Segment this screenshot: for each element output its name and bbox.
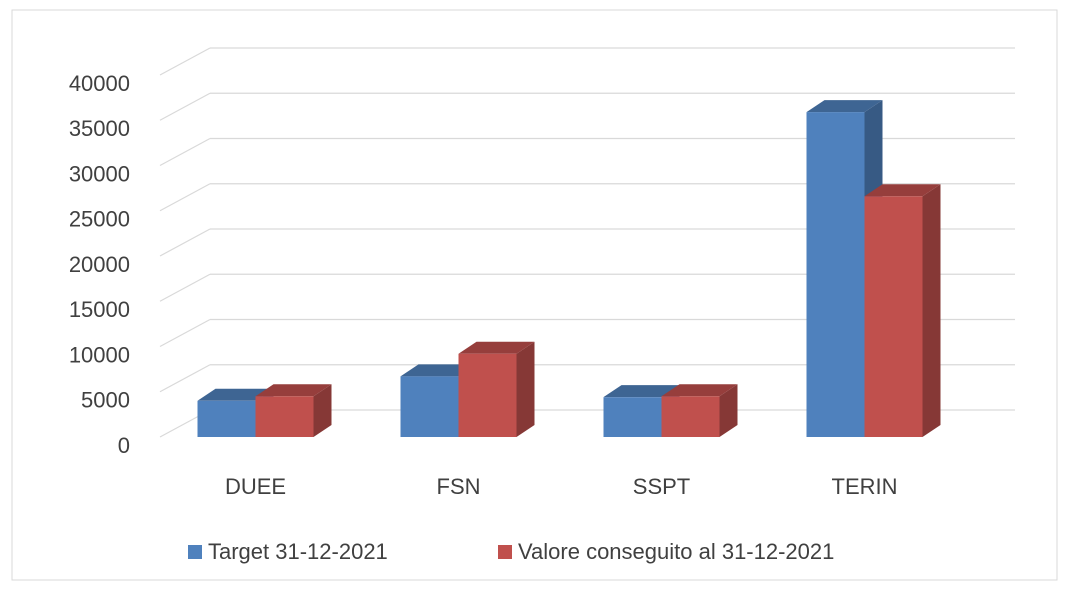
bar-top	[603, 385, 680, 398]
bar	[400, 376, 459, 437]
bar-side	[719, 384, 738, 437]
x-tick-label: FSN	[437, 474, 481, 499]
bar-top	[864, 184, 941, 197]
x-tick-label: DUEE	[225, 474, 286, 499]
bar-side	[516, 341, 535, 437]
bar	[255, 396, 314, 437]
bar-top	[400, 364, 477, 377]
grid-line-side	[159, 318, 211, 348]
grid-line-side	[159, 92, 211, 121]
bar	[603, 397, 662, 437]
y-tick-label: 20000	[69, 252, 130, 277]
bar-side	[313, 384, 332, 437]
bar	[458, 353, 517, 437]
y-tick-label: 5000	[81, 388, 130, 413]
grid-line-side	[159, 228, 211, 257]
bar	[864, 196, 923, 437]
x-tick-label: SSPT	[633, 474, 690, 499]
bar-top	[197, 388, 274, 401]
y-tick-label: 0	[118, 433, 130, 458]
grid-line-side	[159, 183, 211, 212]
bar-top	[458, 341, 535, 354]
legend-label: Valore conseguito al 31-12-2021	[518, 539, 834, 564]
x-tick-label: TERIN	[832, 474, 898, 499]
legend-label: Target 31-12-2021	[208, 539, 388, 564]
y-tick-label: 25000	[69, 207, 130, 232]
y-tick-label: 30000	[69, 161, 130, 186]
bar-top	[661, 384, 738, 397]
y-tick-label: 40000	[69, 71, 130, 96]
grid-line-side	[159, 137, 211, 167]
y-tick-label: 10000	[69, 342, 130, 367]
bar-top	[255, 384, 332, 397]
bar-top	[806, 100, 883, 113]
legend-swatch	[498, 545, 512, 559]
bar-side	[922, 184, 941, 437]
bar	[661, 396, 720, 437]
legend-swatch	[188, 545, 202, 559]
bar	[806, 112, 865, 437]
grid-line-side	[159, 47, 211, 76]
bar	[197, 400, 256, 437]
grid-line-side	[159, 273, 211, 302]
grid-line-side	[159, 364, 211, 393]
y-tick-label: 15000	[69, 297, 130, 322]
y-tick-label: 35000	[69, 116, 130, 141]
